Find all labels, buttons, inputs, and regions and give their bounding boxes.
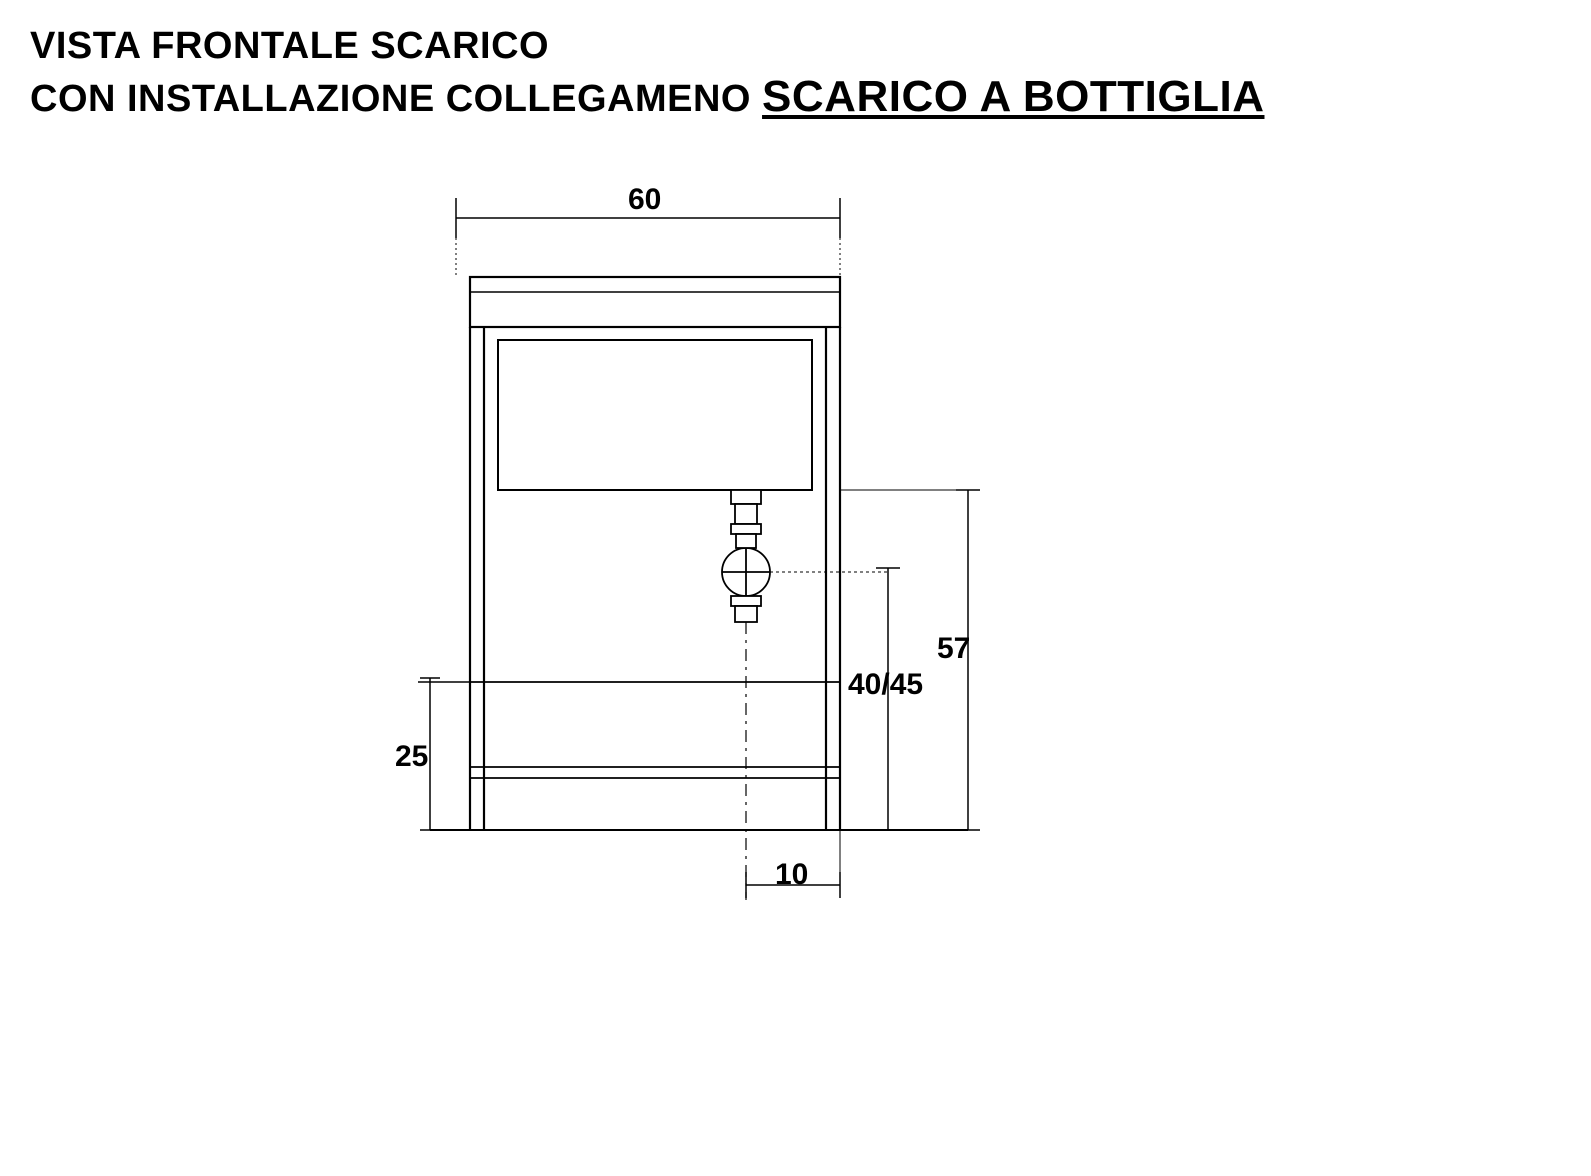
bottle-trap <box>722 490 770 622</box>
page: VISTA FRONTALE SCARICO CON INSTALLAZIONE… <box>0 0 1591 1176</box>
dim-height-57 <box>840 490 980 830</box>
technical-drawing <box>0 0 1591 1176</box>
dim-width-top <box>456 198 840 277</box>
basin <box>498 340 812 490</box>
dim-height-4045 <box>770 568 900 830</box>
dim-height-left <box>418 678 470 830</box>
dim-offset-10 <box>746 830 840 898</box>
